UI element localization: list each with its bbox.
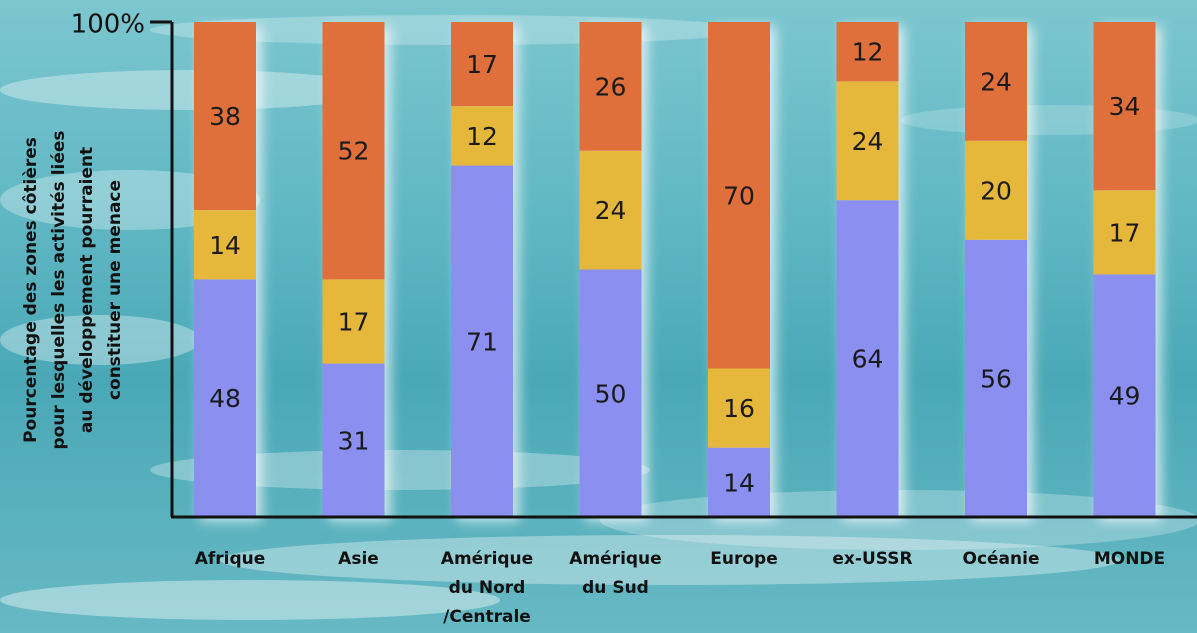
- bar-value-label: 24: [595, 196, 627, 225]
- bar-segment: [708, 22, 770, 369]
- bar-segment: [1093, 22, 1156, 191]
- category-label: Afrique: [195, 549, 266, 569]
- y-axis-title: Pourcentage des zones côtières pour lesqu…: [21, 130, 125, 449]
- bar-value-label: 17: [1109, 218, 1141, 247]
- bar-value-label: 14: [209, 231, 241, 260]
- category-label: Océanie: [963, 549, 1040, 569]
- bar-value-label: 31: [338, 426, 370, 455]
- bar-segment: [322, 22, 385, 280]
- category-label: /Centrale: [443, 607, 531, 627]
- y-axis-title-line: Pourcentage des zones côtières: [21, 137, 41, 443]
- bar-value-label: 70: [723, 181, 755, 210]
- bar-stack: [708, 22, 770, 517]
- axes-group: 100%: [71, 10, 1197, 519]
- y-tick-label: 100%: [71, 10, 145, 40]
- bar-segment: [451, 106, 513, 166]
- wave-streak: [0, 580, 500, 620]
- bar-value-label: 48: [209, 384, 241, 413]
- bar-value-label: 12: [852, 38, 884, 67]
- bar-value-label: 50: [595, 379, 627, 408]
- bar-segment: [322, 279, 385, 364]
- category-label: Europe: [710, 549, 777, 569]
- bar-segment: [836, 81, 899, 201]
- bar-segment: [194, 22, 256, 211]
- bar-value-label: 17: [338, 307, 370, 336]
- bar-value-label: 34: [1109, 92, 1141, 121]
- bar-value-label: 16: [723, 394, 755, 423]
- bar-value-label: 52: [338, 137, 370, 166]
- bar-segment: [451, 165, 513, 518]
- bar-stack: [1093, 22, 1156, 517]
- category-label: ex-USSR: [832, 549, 912, 569]
- bar-segment: [451, 22, 513, 107]
- y-axis-title-line: au développement pourraient: [77, 147, 97, 433]
- bar-segment: [965, 239, 1027, 518]
- wave-streak: [150, 450, 650, 490]
- bar-segment: [579, 22, 642, 151]
- bar-segment: [836, 22, 899, 82]
- bar-value-label: 20: [980, 176, 1012, 205]
- bar-value-label: 56: [980, 364, 1012, 393]
- bar-stack: [322, 22, 385, 517]
- bar-value-label: 24: [852, 127, 884, 156]
- labels-group: 48 14 38 Afrique 31 17 52 Asie 71 12 17 Amérique du …: [21, 38, 1165, 627]
- category-label: Amérique: [441, 549, 533, 569]
- bar-value-label: 17: [466, 50, 498, 79]
- bar-stack: [965, 22, 1027, 518]
- bar-segment: [194, 279, 256, 517]
- bar-segment: [965, 140, 1027, 240]
- bar-segment: [965, 22, 1027, 141]
- category-label: MONDE: [1094, 549, 1165, 569]
- bar-stack: [836, 22, 899, 517]
- wave-streak: [0, 70, 380, 110]
- bar-segment: [322, 363, 385, 517]
- wave-streak: [0, 315, 200, 365]
- bar-stack: [451, 22, 513, 518]
- wave-streak: [220, 535, 1120, 585]
- bar-segment: [194, 210, 256, 280]
- bar-stack: [579, 22, 642, 517]
- category-label: Asie: [338, 549, 379, 569]
- category-label: du Sud: [582, 578, 649, 598]
- bar-value-label: 64: [852, 345, 884, 374]
- bar-value-label: 71: [466, 327, 498, 356]
- bar-segment: [579, 269, 642, 517]
- bars-group: [194, 22, 1156, 518]
- bar-segment: [1093, 274, 1156, 517]
- bar-value-label: 38: [209, 102, 241, 131]
- y-axis-title-line: constituer une menace: [105, 180, 125, 400]
- bar-value-label: 49: [1109, 382, 1141, 411]
- bar-segment: [579, 150, 642, 270]
- bar-stack: [194, 22, 256, 517]
- y-axis-title-line: pour lesquelles les activités liées: [49, 130, 69, 449]
- category-label: Amérique: [569, 549, 661, 569]
- bar-value-label: 12: [466, 122, 498, 151]
- category-label: du Nord: [449, 578, 526, 598]
- bar-value-label: 14: [723, 468, 755, 497]
- bar-segment: [708, 447, 770, 517]
- bar-segment: [1093, 190, 1156, 275]
- bar-segment: [836, 200, 899, 517]
- bar-segment: [708, 368, 770, 448]
- bar-value-label: 26: [595, 72, 627, 101]
- bar-value-label: 24: [980, 67, 1012, 96]
